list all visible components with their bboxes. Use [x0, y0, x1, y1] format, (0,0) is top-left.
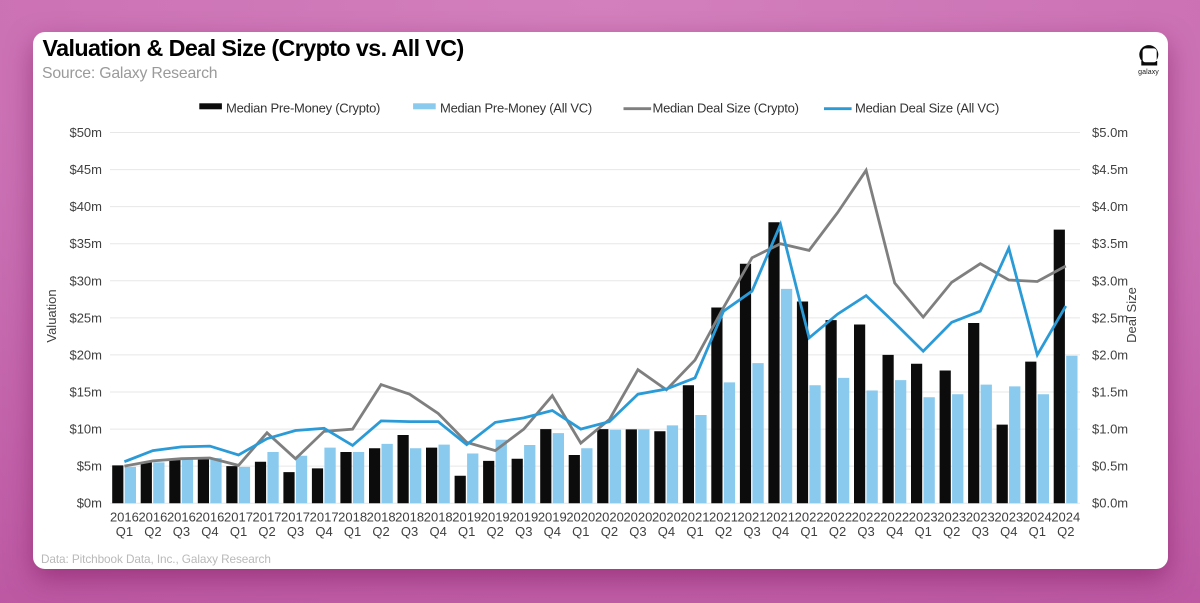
svg-text:Q1: Q1	[1029, 524, 1046, 539]
svg-text:2016: 2016	[110, 510, 139, 525]
svg-text:2017: 2017	[224, 510, 253, 525]
svg-text:2022: 2022	[795, 510, 824, 525]
svg-text:$35m: $35m	[69, 236, 102, 251]
svg-text:Q2: Q2	[829, 524, 846, 539]
svg-text:2022: 2022	[852, 510, 881, 525]
svg-text:$2.0m: $2.0m	[1092, 347, 1128, 362]
svg-text:2019: 2019	[538, 510, 567, 525]
svg-text:Q4: Q4	[315, 524, 332, 539]
svg-text:$1.5m: $1.5m	[1092, 385, 1128, 400]
svg-text:$0.0m: $0.0m	[1092, 496, 1128, 511]
svg-text:2017: 2017	[310, 510, 339, 525]
svg-text:Q2: Q2	[144, 524, 161, 539]
svg-text:Deal Size: Deal Size	[1124, 287, 1139, 343]
svg-text:2018: 2018	[395, 510, 424, 525]
svg-text:Q4: Q4	[1000, 524, 1017, 539]
svg-text:$2.5m: $2.5m	[1092, 310, 1128, 325]
svg-text:2023: 2023	[994, 510, 1023, 525]
svg-text:Q2: Q2	[715, 524, 732, 539]
svg-text:Q4: Q4	[201, 524, 218, 539]
svg-text:2022: 2022	[880, 510, 909, 525]
svg-text:Q4: Q4	[544, 524, 561, 539]
svg-text:$4.0m: $4.0m	[1092, 199, 1128, 214]
svg-text:Q3: Q3	[629, 524, 646, 539]
svg-text:Q4: Q4	[430, 524, 447, 539]
svg-text:Median Deal Size (All VC): Median Deal Size (All VC)	[855, 101, 999, 116]
svg-text:Q2: Q2	[943, 524, 960, 539]
svg-text:Q3: Q3	[857, 524, 874, 539]
svg-text:2017: 2017	[281, 510, 310, 525]
svg-text:Q1: Q1	[572, 524, 589, 539]
svg-text:2018: 2018	[367, 510, 396, 525]
svg-text:Q1: Q1	[116, 524, 133, 539]
svg-text:Q1: Q1	[344, 524, 361, 539]
svg-text:Median Pre-Money (Crypto): Median Pre-Money (Crypto)	[226, 101, 380, 116]
svg-text:Q3: Q3	[173, 524, 190, 539]
svg-text:2024: 2024	[1023, 510, 1052, 525]
svg-text:Q2: Q2	[601, 524, 618, 539]
svg-text:$1.0m: $1.0m	[1092, 422, 1128, 437]
svg-text:$0.5m: $0.5m	[1092, 459, 1128, 474]
svg-text:Median Deal Size (Crypto): Median Deal Size (Crypto)	[653, 101, 799, 116]
svg-text:2018: 2018	[424, 510, 453, 525]
svg-text:2021: 2021	[766, 510, 795, 525]
svg-text:Q1: Q1	[915, 524, 932, 539]
svg-text:$50m: $50m	[69, 125, 102, 140]
svg-text:$3.0m: $3.0m	[1092, 273, 1128, 288]
svg-text:$15m: $15m	[69, 385, 102, 400]
svg-text:$10m: $10m	[69, 422, 102, 437]
svg-text:2018: 2018	[338, 510, 367, 525]
svg-text:2016: 2016	[138, 510, 167, 525]
svg-text:2023: 2023	[966, 510, 995, 525]
svg-text:$4.5m: $4.5m	[1092, 162, 1128, 177]
svg-text:Q4: Q4	[658, 524, 675, 539]
svg-text:$45m: $45m	[69, 162, 102, 177]
svg-text:Q1: Q1	[230, 524, 247, 539]
svg-text:2020: 2020	[652, 510, 681, 525]
svg-text:2019: 2019	[481, 510, 510, 525]
svg-text:Q3: Q3	[401, 524, 418, 539]
svg-text:2020: 2020	[566, 510, 595, 525]
svg-text:2021: 2021	[681, 510, 710, 525]
svg-text:2023: 2023	[937, 510, 966, 525]
svg-text:Q1: Q1	[686, 524, 703, 539]
svg-text:Q2: Q2	[372, 524, 389, 539]
svg-text:Q4: Q4	[886, 524, 903, 539]
svg-text:Valuation: Valuation	[44, 289, 59, 342]
svg-text:$0m: $0m	[77, 496, 102, 511]
svg-text:Q3: Q3	[515, 524, 532, 539]
svg-text:Q4: Q4	[772, 524, 789, 539]
svg-text:Q3: Q3	[972, 524, 989, 539]
svg-text:2019: 2019	[509, 510, 538, 525]
svg-text:$30m: $30m	[69, 273, 102, 288]
svg-text:Q1: Q1	[458, 524, 475, 539]
svg-text:2016: 2016	[167, 510, 196, 525]
svg-text:Q1: Q1	[800, 524, 817, 539]
svg-text:Q3: Q3	[743, 524, 760, 539]
svg-text:$3.5m: $3.5m	[1092, 236, 1128, 251]
svg-text:$25m: $25m	[69, 310, 102, 325]
svg-text:$5m: $5m	[77, 459, 102, 474]
svg-text:2019: 2019	[452, 510, 481, 525]
svg-text:2020: 2020	[623, 510, 652, 525]
svg-text:2021: 2021	[709, 510, 738, 525]
svg-text:$40m: $40m	[69, 199, 102, 214]
svg-text:$20m: $20m	[69, 347, 102, 362]
svg-text:2022: 2022	[823, 510, 852, 525]
svg-text:2021: 2021	[738, 510, 767, 525]
svg-text:Q2: Q2	[487, 524, 504, 539]
svg-text:2023: 2023	[909, 510, 938, 525]
svg-text:Q2: Q2	[1057, 524, 1074, 539]
svg-text:2016: 2016	[195, 510, 224, 525]
svg-text:2024: 2024	[1051, 510, 1080, 525]
svg-text:Q3: Q3	[287, 524, 304, 539]
svg-text:Median Pre-Money (All VC): Median Pre-Money (All VC)	[440, 101, 592, 116]
svg-text:Q2: Q2	[258, 524, 275, 539]
svg-text:$5.0m: $5.0m	[1092, 125, 1128, 140]
svg-text:2017: 2017	[253, 510, 282, 525]
svg-text:2020: 2020	[595, 510, 624, 525]
